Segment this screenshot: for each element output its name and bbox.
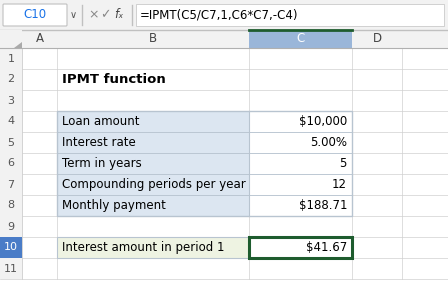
Bar <box>249 111 352 132</box>
Text: C: C <box>297 33 305 45</box>
Text: A: A <box>35 33 43 45</box>
Bar <box>57 195 249 216</box>
Text: $10,000: $10,000 <box>299 115 347 128</box>
Text: Term in years: Term in years <box>62 157 142 170</box>
Text: 11: 11 <box>4 263 18 273</box>
Bar <box>0 237 22 258</box>
Bar <box>0 0 448 30</box>
Bar <box>249 237 352 258</box>
Text: 2: 2 <box>8 74 15 84</box>
Text: 9: 9 <box>8 222 15 231</box>
Text: fₓ: fₓ <box>114 8 123 21</box>
Text: ×: × <box>88 8 99 21</box>
Bar <box>57 111 249 132</box>
Bar <box>0 48 22 279</box>
Text: ∨: ∨ <box>70 10 77 20</box>
Text: 5.00%: 5.00% <box>310 136 347 149</box>
Bar <box>0 30 448 48</box>
Text: ✓: ✓ <box>100 8 111 21</box>
Bar <box>249 237 352 258</box>
Text: 1: 1 <box>8 54 14 64</box>
Bar <box>57 132 249 153</box>
Bar <box>136 4 444 26</box>
Text: 3: 3 <box>8 96 14 105</box>
Bar <box>249 153 352 174</box>
Text: Interest amount in period 1: Interest amount in period 1 <box>62 241 224 254</box>
Text: 12: 12 <box>332 178 347 191</box>
Text: 8: 8 <box>8 200 15 210</box>
Bar <box>249 30 352 48</box>
Text: 10: 10 <box>4 243 18 253</box>
Text: IPMT function: IPMT function <box>62 73 166 86</box>
Text: 5: 5 <box>340 157 347 170</box>
Bar <box>57 237 249 258</box>
Text: Compounding periods per year: Compounding periods per year <box>62 178 246 191</box>
FancyBboxPatch shape <box>3 4 67 26</box>
Text: $41.67: $41.67 <box>306 241 347 254</box>
Text: B: B <box>149 33 157 45</box>
Text: C10: C10 <box>23 8 47 21</box>
Text: Monthly payment: Monthly payment <box>62 199 166 212</box>
Bar <box>249 195 352 216</box>
Bar <box>249 174 352 195</box>
Bar <box>249 132 352 153</box>
Text: 7: 7 <box>8 180 15 190</box>
Bar <box>57 237 249 258</box>
Bar <box>57 153 249 174</box>
Text: D: D <box>372 33 382 45</box>
Text: 5: 5 <box>8 137 14 147</box>
Text: 4: 4 <box>8 117 15 127</box>
Text: =IPMT(C5/C7,1,C6*C7,-C4): =IPMT(C5/C7,1,C6*C7,-C4) <box>140 8 298 21</box>
Polygon shape <box>14 42 22 48</box>
Text: 6: 6 <box>8 159 14 168</box>
Bar <box>57 174 249 195</box>
Bar <box>0 30 22 48</box>
Text: Loan amount: Loan amount <box>62 115 139 128</box>
Bar <box>57 111 352 216</box>
Text: Interest rate: Interest rate <box>62 136 136 149</box>
Text: $188.71: $188.71 <box>298 199 347 212</box>
